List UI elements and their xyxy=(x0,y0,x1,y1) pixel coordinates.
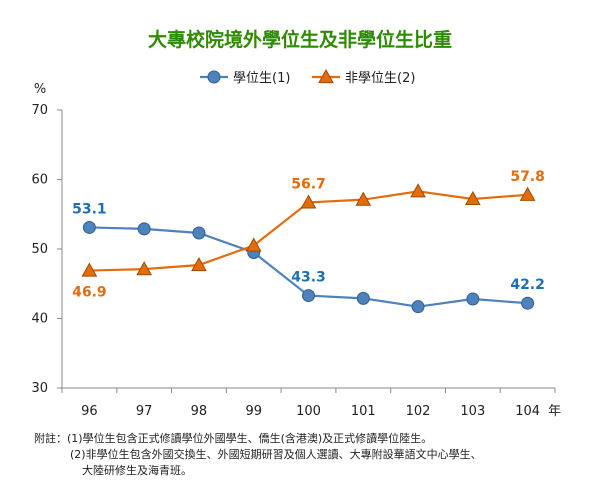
data-labels-layer: 53.1 43.3 42.2 46.9 56.7 57.8 xyxy=(72,169,545,301)
series-1-point xyxy=(466,292,480,306)
series-2-point xyxy=(136,261,153,276)
series-1-point xyxy=(82,220,96,234)
x-tick-label: 100 xyxy=(296,404,321,419)
series-layer xyxy=(81,183,536,314)
series-2-point xyxy=(355,191,372,206)
legend-item-1: 學位生(1) xyxy=(200,70,290,86)
series-2-point xyxy=(191,256,207,272)
x-tick-label: 101 xyxy=(351,404,376,419)
legend-marker xyxy=(318,68,334,84)
x-tick-label: 103 xyxy=(460,404,485,419)
series-2 xyxy=(81,183,536,277)
y-tick-label: 30 xyxy=(31,381,48,396)
series-2-point xyxy=(300,194,317,209)
data-label: 53.1 xyxy=(72,201,107,217)
series-1-point xyxy=(192,226,206,240)
legend-item-2: 非學位生(2) xyxy=(312,68,415,86)
footnote-line-1: 附註：(1)學位生包含正式修讀學位外國學生、僑生(含港澳)及正式修讀學位陸生。 xyxy=(34,432,433,445)
series-1-point xyxy=(521,296,535,310)
y-tick-label: 70 xyxy=(31,103,48,118)
series-2-point xyxy=(410,183,426,198)
y-axis-unit-label: % xyxy=(34,82,46,97)
series-1 xyxy=(82,220,535,314)
series-1-point xyxy=(356,291,370,305)
y-tick-label: 50 xyxy=(31,242,48,257)
x-tick-label: 99 xyxy=(245,404,262,419)
footnotes: 附註：(1)學位生包含正式修讀學位外國學生、僑生(含港澳)及正式修讀學位陸生。 … xyxy=(34,431,594,479)
footnote-line-3: 大陸研修生及海青班。 xyxy=(82,464,192,477)
legend-label: 非學位生(2) xyxy=(345,71,415,86)
data-label: 56.7 xyxy=(291,176,326,192)
x-tick-label: 96 xyxy=(81,404,98,419)
series-2-point xyxy=(464,190,481,206)
series-1-point xyxy=(137,222,151,236)
data-label: 57.8 xyxy=(510,169,545,185)
x-tick-label: 98 xyxy=(191,404,208,419)
footnote-line-2: (2)非學位生包含外國交換生、外國短期研習及個人選讀、大專附設華語文中心學生、 xyxy=(70,448,482,461)
data-label: 43.3 xyxy=(291,270,326,286)
legend-label: 學位生(1) xyxy=(233,71,290,86)
data-label: 42.2 xyxy=(510,277,545,293)
line-chart: 大專校院境外學位生及非學位生比重 學位生(1) 非學位生(2) % 30 40 50 6… xyxy=(31,28,561,419)
series-2-point xyxy=(81,262,98,277)
legend-marker xyxy=(207,70,221,84)
x-tick-label: 104 xyxy=(515,404,540,419)
data-label: 46.9 xyxy=(72,285,107,301)
axes: 30 40 50 60 70 96 97 98 99 100 101 102 103 104 年 xyxy=(31,103,561,419)
series-2-point xyxy=(519,186,536,201)
y-tick-label: 40 xyxy=(31,312,48,327)
legend: 學位生(1) 非學位生(2) xyxy=(200,68,415,86)
chart-title: 大專校院境外學位生及非學位生比重 xyxy=(148,28,452,51)
y-tick-label: 60 xyxy=(31,173,48,188)
x-tick-label: 97 xyxy=(136,404,153,419)
x-axis-label: 年 xyxy=(548,404,561,419)
x-tick-label: 102 xyxy=(406,404,431,419)
series-1-point xyxy=(411,300,425,314)
series-2-point xyxy=(245,237,262,252)
series-1-point xyxy=(302,289,315,303)
